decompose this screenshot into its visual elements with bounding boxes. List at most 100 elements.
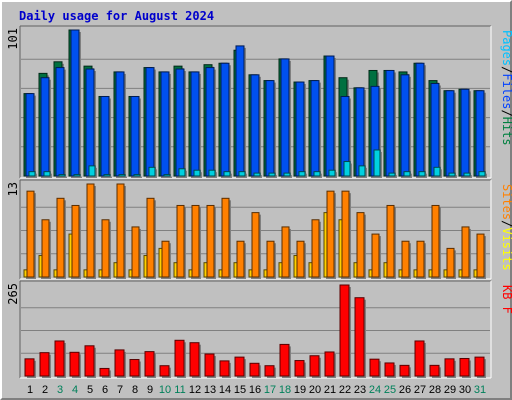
files-bar-28 <box>430 82 440 177</box>
pages-bar-3 <box>58 174 66 177</box>
pages-bar-31 <box>478 171 486 177</box>
sites-bar-16 <box>251 212 260 278</box>
kbytes-bar-11 <box>174 339 185 377</box>
sites-bar-23 <box>356 212 365 278</box>
legend-files: Files <box>500 73 512 109</box>
files-bar-20 <box>310 80 320 177</box>
sites-bar-14 <box>221 197 230 278</box>
day-label-26: 26 <box>399 384 411 396</box>
sites-bar-6 <box>101 219 110 278</box>
panel-3-legend: KB F <box>500 285 512 314</box>
sites-bar-20 <box>311 219 320 278</box>
day-label-10: 10 <box>159 384 171 396</box>
panel-2-legend: Sites/Visits <box>500 184 512 271</box>
day-label-20: 20 <box>309 384 321 396</box>
sites-bar-22 <box>341 190 350 278</box>
day-label-21: 21 <box>324 384 336 396</box>
day-label-28: 28 <box>429 384 441 396</box>
chart-title: Daily usage for August 2024 <box>19 9 215 23</box>
kbytes-bar-30 <box>459 357 470 377</box>
files-bar-8 <box>130 95 140 177</box>
kbytes-bar-8 <box>129 359 140 377</box>
sites-bar-9 <box>146 197 155 278</box>
kbytes-bar-20 <box>309 355 320 377</box>
panel-1-legend: Pages/Files/Hits <box>500 30 512 146</box>
files-bar-11 <box>175 68 185 177</box>
sites-bar-10 <box>161 240 170 278</box>
day-label-18: 18 <box>279 384 291 396</box>
pages-bar-27 <box>418 171 426 177</box>
pages-bar-15 <box>238 171 246 177</box>
kbytes-bar-17 <box>264 365 275 377</box>
day-label-19: 19 <box>294 384 306 396</box>
kbytes-bar-2 <box>39 352 50 377</box>
files-bar-9 <box>145 67 155 177</box>
files-bar-15 <box>235 45 245 177</box>
day-label-7: 7 <box>117 384 123 396</box>
kbytes-bar-3 <box>54 340 65 377</box>
pages-bar-2 <box>43 171 51 177</box>
pages-bar-11 <box>178 168 186 177</box>
files-bar-6 <box>100 95 110 177</box>
day-label-4: 4 <box>72 384 78 396</box>
sites-bar-30 <box>461 226 470 278</box>
day-label-12: 12 <box>189 384 201 396</box>
pages-bar-24 <box>373 149 381 177</box>
day-label-16: 16 <box>249 384 261 396</box>
files-bar-19 <box>295 81 305 177</box>
files-bar-30 <box>460 88 470 177</box>
pages-bar-16 <box>253 172 261 177</box>
kbytes-bar-15 <box>234 356 245 377</box>
day-label-6: 6 <box>102 384 108 396</box>
kbytes-bar-29 <box>444 358 455 377</box>
sites-bar-3 <box>56 197 65 278</box>
pages-bar-28 <box>433 166 441 177</box>
kbytes-bar-26 <box>399 364 410 377</box>
pages-bar-13 <box>208 169 216 177</box>
files-bar-2 <box>40 77 50 177</box>
sites-bar-27 <box>416 240 425 278</box>
files-bar-18 <box>280 58 290 177</box>
pages-bar-1 <box>28 171 36 177</box>
panel-3-background <box>20 281 491 378</box>
files-bar-12 <box>190 71 200 177</box>
day-label-17: 17 <box>264 384 276 396</box>
files-bar-7 <box>115 71 125 177</box>
day-label-11: 11 <box>174 384 185 396</box>
pages-bar-12 <box>193 169 201 177</box>
files-bar-25 <box>385 69 395 177</box>
pages-bar-30 <box>463 172 471 177</box>
legend-visits: Visits <box>500 227 512 270</box>
files-bar-10 <box>160 71 170 177</box>
files-bar-5 <box>85 68 95 177</box>
sites-bar-5 <box>86 183 95 278</box>
sites-bar-19 <box>296 240 305 278</box>
day-label-24: 24 <box>369 384 381 396</box>
pages-bar-23 <box>358 165 366 177</box>
files-bar-23 <box>355 87 365 177</box>
files-bar-31 <box>475 90 485 177</box>
kbytes-bar-12 <box>189 342 200 377</box>
day-label-13: 13 <box>204 384 216 396</box>
day-label-3: 3 <box>57 384 63 396</box>
kbytes-bar-6 <box>99 367 110 377</box>
sites-bar-28 <box>431 204 440 278</box>
kbytes-bar-24 <box>369 358 380 377</box>
panel-3-max-label: 265 <box>6 283 20 305</box>
legend-kb-f: KB F <box>500 285 512 314</box>
sites-bar-24 <box>371 233 380 278</box>
day-label-27: 27 <box>414 384 426 396</box>
pages-bar-4 <box>73 174 81 177</box>
files-bar-1 <box>25 93 35 177</box>
sites-bar-15 <box>236 240 245 278</box>
kbytes-bar-5 <box>84 345 95 377</box>
pages-bar-7 <box>118 174 126 177</box>
files-bar-14 <box>220 62 230 177</box>
sites-bar-13 <box>206 204 215 278</box>
pages-bar-9 <box>148 166 156 177</box>
pages-bar-29 <box>448 172 456 177</box>
files-bar-21 <box>325 55 335 177</box>
day-label-15: 15 <box>234 384 246 396</box>
sites-bar-31 <box>476 233 485 278</box>
